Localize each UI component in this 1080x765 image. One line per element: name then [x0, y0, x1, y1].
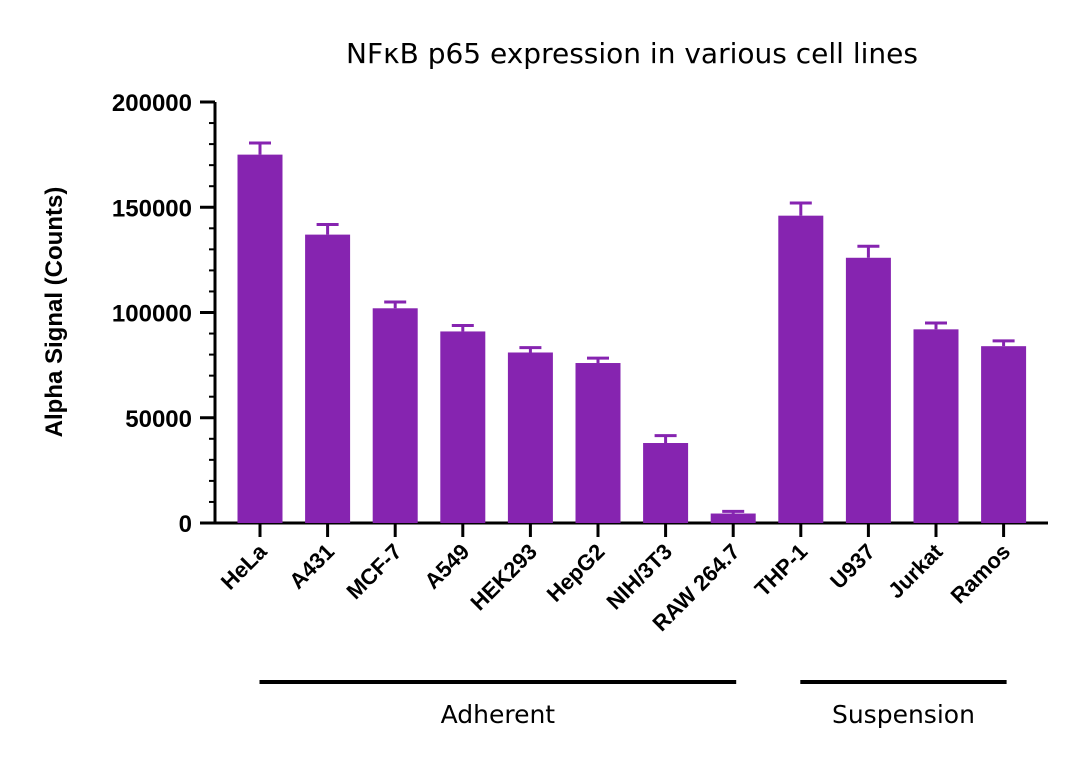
y-tick-label: 0	[179, 511, 192, 538]
x-tick-label: A431	[284, 539, 339, 594]
chart-title: NFκB p65 expression in various cell line…	[346, 37, 918, 70]
x-tick-label: Jurkat	[883, 538, 948, 603]
bar	[575, 363, 621, 523]
x-tick-label: HepG2	[542, 539, 610, 607]
bar	[305, 234, 351, 524]
x-tick-label: THP-1	[750, 539, 813, 602]
bar	[913, 329, 959, 523]
bar	[440, 331, 486, 523]
x-tick-label: U937	[825, 539, 880, 594]
bar	[710, 513, 756, 523]
bar	[845, 257, 891, 523]
x-tick-label: Ramos	[946, 539, 1016, 609]
bar	[643, 443, 689, 523]
y-tick-label: 150000	[112, 195, 192, 222]
y-tick-label: 100000	[112, 301, 192, 328]
bar	[778, 215, 824, 524]
y-axis: 0 50000 100000 150000 200000	[112, 90, 217, 538]
bar	[372, 308, 418, 523]
bars	[237, 141, 1027, 524]
bar	[981, 346, 1027, 523]
group-brackets: Adherent Suspension	[259, 680, 1007, 729]
y-tick-label: 50000	[125, 406, 192, 433]
group-label: Suspension	[832, 700, 975, 729]
bar	[237, 154, 283, 523]
bar	[507, 352, 553, 523]
x-tick-label: A549	[419, 539, 474, 594]
x-tick-label: MCF-7	[342, 539, 407, 604]
y-tick-label: 200000	[112, 90, 192, 117]
y-axis-label: Alpha Signal (Counts)	[41, 187, 68, 438]
x-tick-label: HEK293	[465, 539, 541, 615]
x-tick-label: HeLa	[216, 538, 272, 594]
group-label: Adherent	[441, 700, 556, 729]
